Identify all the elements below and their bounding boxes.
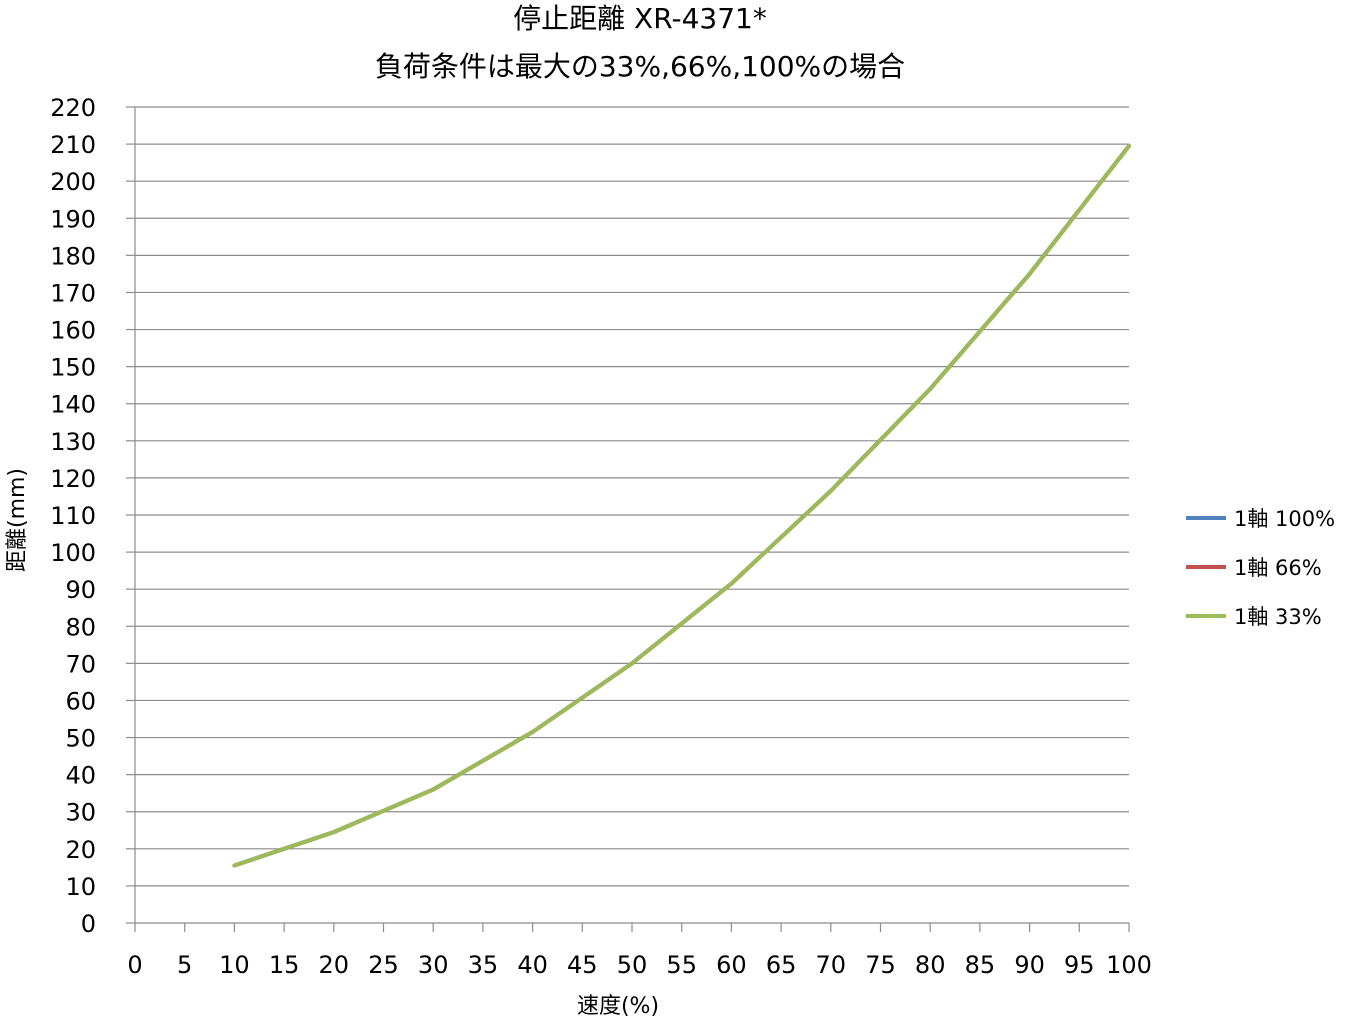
y-tick-label: 110: [50, 502, 96, 530]
y-tick-label: 120: [50, 465, 96, 493]
y-tick-label: 0: [81, 910, 96, 938]
y-tick-label: 140: [50, 391, 96, 419]
y-tick-label: 60: [65, 687, 96, 715]
legend-label-3: 1軸 33%: [1234, 605, 1322, 629]
x-tick-label: 35: [468, 951, 499, 979]
series-line-2: [232, 143, 1131, 868]
y-tick-label: 150: [50, 354, 96, 382]
y-tick-label: 210: [50, 131, 96, 159]
x-tick-label: 30: [418, 951, 449, 979]
x-tick-label: 80: [915, 951, 946, 979]
x-tick-label: 95: [1064, 951, 1095, 979]
x-tick-label: 0: [127, 951, 142, 979]
y-tick-label: 70: [65, 650, 96, 678]
x-tick-label: 85: [965, 951, 996, 979]
y-tick-labels: 0 10 20 30 40 50 60 70 80 90 100 110 120 130 140 150 160…: [50, 94, 96, 938]
y-tick-label: 160: [50, 317, 96, 345]
x-tick-labels: 0 5 10 15 20 25 30 35 40 45 50 55 60 65 70 75 80 85 90 95 10…: [127, 951, 1152, 979]
y-tick-label: 190: [50, 205, 96, 233]
y-tick-label: 20: [65, 836, 96, 864]
x-tick-label: 65: [766, 951, 797, 979]
chart-title: 停止距離 XR-4371*: [513, 2, 767, 35]
x-tick-label: 10: [219, 951, 250, 979]
legend-label-1: 1軸 100%: [1234, 507, 1335, 531]
x-tick-label: 90: [1014, 951, 1045, 979]
chart-subtitle: 負荷条件は最大の33%,66%,100%の場合: [375, 50, 905, 83]
legend: 1軸 100% 1軸 66% 1軸 33%: [1186, 507, 1335, 629]
x-tick-label: 60: [716, 951, 747, 979]
y-tick-label: 220: [50, 94, 96, 122]
axes: [134, 107, 1130, 932]
x-tick-label: 25: [368, 951, 399, 979]
y-tick-label: 170: [50, 279, 96, 307]
x-tick-label: 55: [666, 951, 697, 979]
y-tick-label: 40: [65, 762, 96, 790]
y-tick-label: 180: [50, 242, 96, 270]
y-tick-label: 90: [65, 576, 96, 604]
y-axis-title: 距離(mm): [5, 468, 30, 572]
x-tick-label: 100: [1106, 951, 1152, 979]
y-tick-label: 200: [50, 168, 96, 196]
series-line-1: [232, 143, 1131, 868]
x-tick-label: 5: [177, 951, 192, 979]
x-tick-label: 45: [567, 951, 598, 979]
series-line-3: [232, 143, 1131, 868]
y-tick-label: 30: [65, 799, 96, 827]
x-tick-label: 15: [269, 951, 300, 979]
y-tick-label: 80: [65, 613, 96, 641]
x-tick-label: 40: [517, 951, 548, 979]
x-tick-label: 20: [319, 951, 350, 979]
y-tick-label: 130: [50, 428, 96, 456]
legend-label-2: 1軸 66%: [1234, 556, 1322, 580]
series-lines: [232, 143, 1131, 868]
x-tick-label: 70: [816, 951, 847, 979]
y-tick-label: 10: [65, 873, 96, 901]
y-tick-label: 50: [65, 725, 96, 753]
y-tick-label: 100: [50, 539, 96, 567]
x-axis-title: 速度(%): [577, 994, 659, 1019]
gridlines: [126, 106, 1129, 924]
x-tick-label: 50: [617, 951, 648, 979]
x-tick-label: 75: [865, 951, 896, 979]
